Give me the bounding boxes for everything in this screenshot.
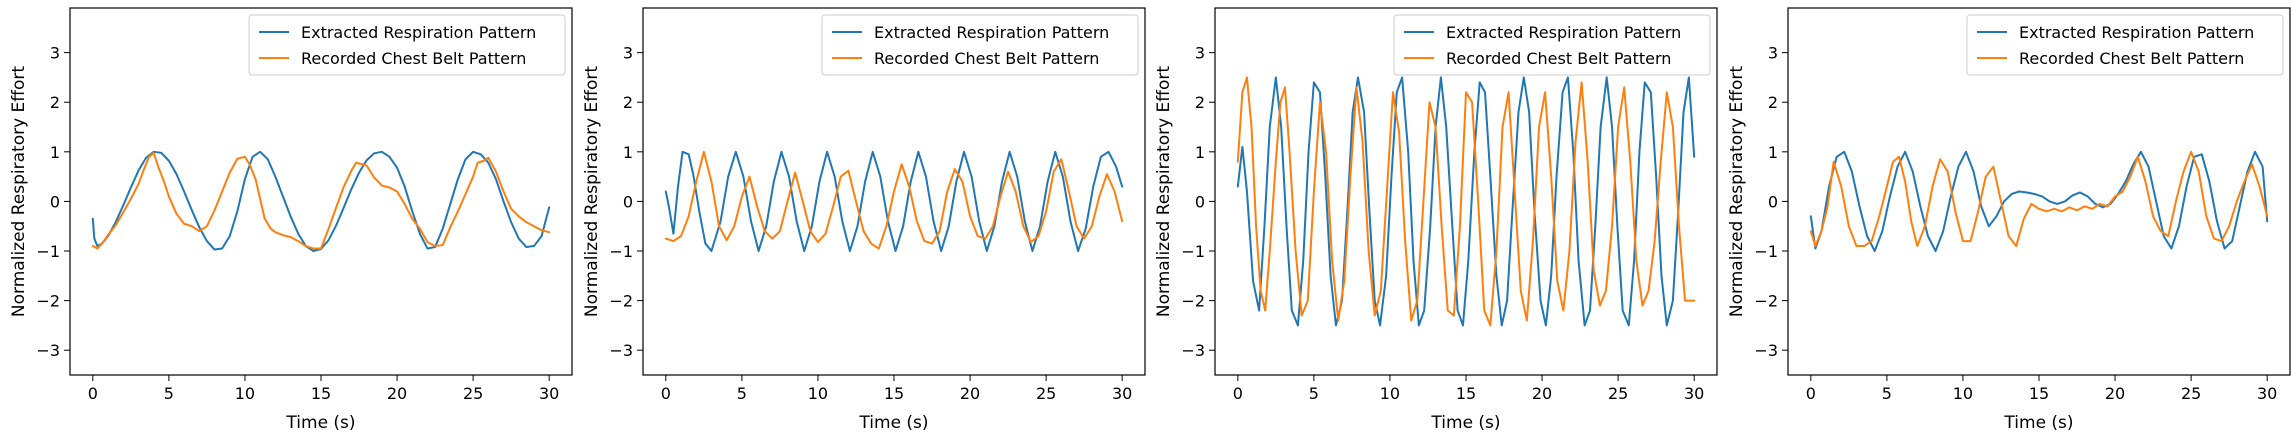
y-tick-label: 2	[1768, 93, 1778, 112]
x-tick-label: 0	[1233, 384, 1243, 403]
legend-box	[1966, 14, 2284, 76]
y-tick-label: −1	[1181, 242, 1205, 261]
y-tick-label: −2	[36, 292, 60, 311]
x-tick-label: 30	[2257, 384, 2277, 403]
x-axis-label: Time (s)	[1430, 413, 1500, 433]
chart-panel-1: 0 5 10 15 20 25 30 −3 −2 −1 0 1 2 3 Time (s) Normalized…	[9, 7, 573, 433]
y-tick-label: 0	[1768, 192, 1778, 211]
y-tick-label: 1	[1195, 143, 1205, 162]
x-tick-label: 5	[1882, 384, 1892, 403]
legend-box	[821, 14, 1139, 76]
x-axis-label: Time (s)	[858, 413, 928, 433]
legend-label: Recorded Chest Belt Pattern	[1446, 49, 1671, 68]
y-tick-label: 3	[623, 44, 633, 63]
legend-label: Recorded Chest Belt Pattern	[301, 49, 526, 68]
series-line-extracted	[1236, 76, 1696, 327]
x-tick-label: 30	[1684, 384, 1704, 403]
x-tick-label: 25	[1608, 384, 1628, 403]
y-tick-label: −1	[609, 242, 633, 261]
x-tick-label: 25	[2181, 384, 2201, 403]
x-tick-label: 25	[1036, 384, 1056, 403]
x-tick-label: 0	[1806, 384, 1816, 403]
y-axis-label: Normalized Respiratory Effort	[1154, 66, 1174, 317]
x-tick-label: 10	[235, 384, 255, 403]
x-tick-label: 10	[1380, 384, 1400, 403]
y-tick-label: 1	[1768, 143, 1778, 162]
x-axis-label: Time (s)	[2003, 413, 2073, 433]
y-tick-label: −2	[609, 292, 633, 311]
x-tick-label: 5	[164, 384, 174, 403]
x-tick-label: 20	[1532, 384, 1552, 403]
y-tick-label: 1	[623, 143, 633, 162]
x-tick-label: 25	[463, 384, 483, 403]
y-tick-label: 2	[50, 93, 60, 112]
y-tick-label: 3	[1195, 44, 1205, 63]
y-tick-label: −3	[1754, 341, 1778, 360]
legend-label: Recorded Chest Belt Pattern	[874, 49, 1099, 68]
x-tick-label: 5	[1309, 384, 1319, 403]
series-line-recorded	[91, 151, 551, 250]
y-tick-label: −3	[609, 341, 633, 360]
series-line-extracted	[91, 150, 551, 253]
y-tick-label: 2	[623, 93, 633, 112]
series-line-extracted	[1809, 150, 2269, 253]
y-tick-label: 2	[1195, 93, 1205, 112]
chart-panel-2: 0 5 10 15 20 25 30 −3 −2 −1 0 1 2 3 Time (s) Normalized…	[582, 7, 1146, 433]
y-tick-label: −3	[36, 341, 60, 360]
series-line-extracted	[664, 150, 1124, 253]
x-tick-label: 30	[1112, 384, 1132, 403]
x-tick-label: 20	[960, 384, 980, 403]
legend: Extracted Respiration Pattern Recorded Ch…	[248, 14, 566, 76]
legend-box	[248, 14, 566, 76]
y-tick-label: 3	[50, 44, 60, 63]
x-tick-label: 15	[1456, 384, 1476, 403]
x-tick-label: 10	[1953, 384, 1973, 403]
y-axis-label: Normalized Respiratory Effort	[582, 66, 602, 317]
legend: Extracted Respiration Pattern Recorded Ch…	[1966, 14, 2284, 76]
series-line-recorded	[664, 150, 1124, 250]
y-tick-label: −2	[1181, 292, 1205, 311]
y-tick-label: −2	[1754, 292, 1778, 311]
x-tick-label: 5	[737, 384, 747, 403]
chart-panel-4: 0 5 10 15 20 25 30 −3 −2 −1 0 1 2 3 Time (s) Normalized…	[1727, 7, 2291, 433]
legend-box	[1393, 14, 1711, 76]
legend: Extracted Respiration Pattern Recorded Ch…	[1393, 14, 1711, 76]
x-tick-label: 15	[884, 384, 904, 403]
chart-panel-3: 0 5 10 15 20 25 30 −3 −2 −1 0 1 2 3 Time (s) Normalized…	[1154, 7, 1718, 433]
x-tick-label: 20	[387, 384, 407, 403]
legend-label: Extracted Respiration Pattern	[2019, 23, 2254, 42]
x-tick-label: 10	[808, 384, 828, 403]
legend-label: Recorded Chest Belt Pattern	[2019, 49, 2244, 68]
y-tick-label: −1	[36, 242, 60, 261]
x-tick-label: 0	[88, 384, 98, 403]
y-tick-label: 0	[623, 192, 633, 211]
x-tick-label: 0	[661, 384, 671, 403]
y-axis-label: Normalized Respiratory Effort	[1727, 66, 1747, 317]
x-tick-label: 30	[539, 384, 559, 403]
y-tick-label: 0	[1195, 192, 1205, 211]
x-tick-label: 20	[2105, 384, 2125, 403]
series-line-recorded	[1809, 150, 2269, 248]
y-tick-label: 1	[50, 143, 60, 162]
y-tick-label: 0	[50, 192, 60, 211]
y-tick-label: 3	[1768, 44, 1778, 63]
y-tick-label: −1	[1754, 242, 1778, 261]
y-tick-label: −3	[1181, 341, 1205, 360]
y-axis-label: Normalized Respiratory Effort	[9, 66, 29, 317]
x-axis-label: Time (s)	[285, 413, 355, 433]
series-line-recorded	[1236, 76, 1696, 327]
legend-label: Extracted Respiration Pattern	[874, 23, 1109, 42]
legend-label: Extracted Respiration Pattern	[301, 23, 536, 42]
legend-label: Extracted Respiration Pattern	[1446, 23, 1681, 42]
legend: Extracted Respiration Pattern Recorded Ch…	[821, 14, 1139, 76]
x-tick-label: 15	[2029, 384, 2049, 403]
x-tick-label: 15	[311, 384, 331, 403]
